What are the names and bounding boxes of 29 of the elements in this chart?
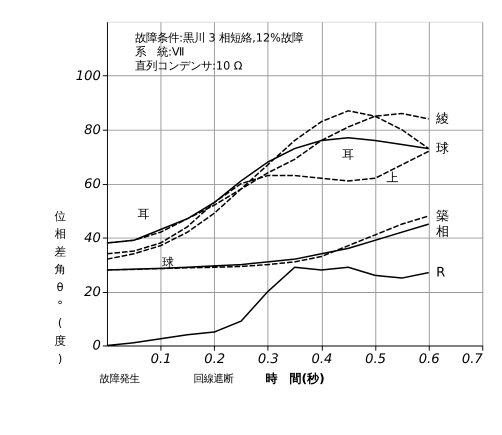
annotation: 耳 (342, 147, 354, 162)
x-tick-label: 0.7 (462, 352, 484, 367)
series-label: 綾 (435, 112, 450, 127)
series-label: 球 (436, 141, 450, 156)
y-tick-label: 80 (84, 122, 101, 138)
x-tick-label: 0.5 (365, 352, 386, 367)
x-tick-label: 0.3 (258, 352, 279, 367)
x-tick-label: 0.1 (150, 352, 172, 367)
text: 回線遮断 (193, 373, 234, 386)
y-tick-label: 0 (92, 338, 101, 354)
y-tick-label: 60 (84, 176, 101, 192)
text: 位相差角θ°(度) (54, 210, 66, 366)
x-axis-title: 時 間(秒) (266, 372, 325, 386)
series-label: 築 (436, 208, 450, 224)
series-label: R (436, 265, 446, 280)
y-tick-label: 40 (84, 230, 101, 246)
x-tick-label: 0.4 (311, 352, 332, 367)
annotation: 上 (386, 170, 398, 185)
annotation: 耳 (138, 207, 150, 222)
x-tick-label: 0.6 (418, 352, 440, 367)
series-label: 相 (436, 224, 450, 240)
text: 故障発生 (99, 373, 140, 386)
annotation: 故障条件:黒川 3 相短絡,12%故障 (135, 31, 303, 44)
x-tick-label: 0.2 (204, 352, 226, 367)
annotation: 球 (162, 255, 174, 270)
y-tick-label: 20 (84, 284, 101, 300)
y-tick-label: 100 (76, 68, 101, 84)
annotation: 直列コンデンサ:10 Ω (135, 60, 243, 73)
annotation: 系 統:Ⅶ (135, 46, 185, 59)
